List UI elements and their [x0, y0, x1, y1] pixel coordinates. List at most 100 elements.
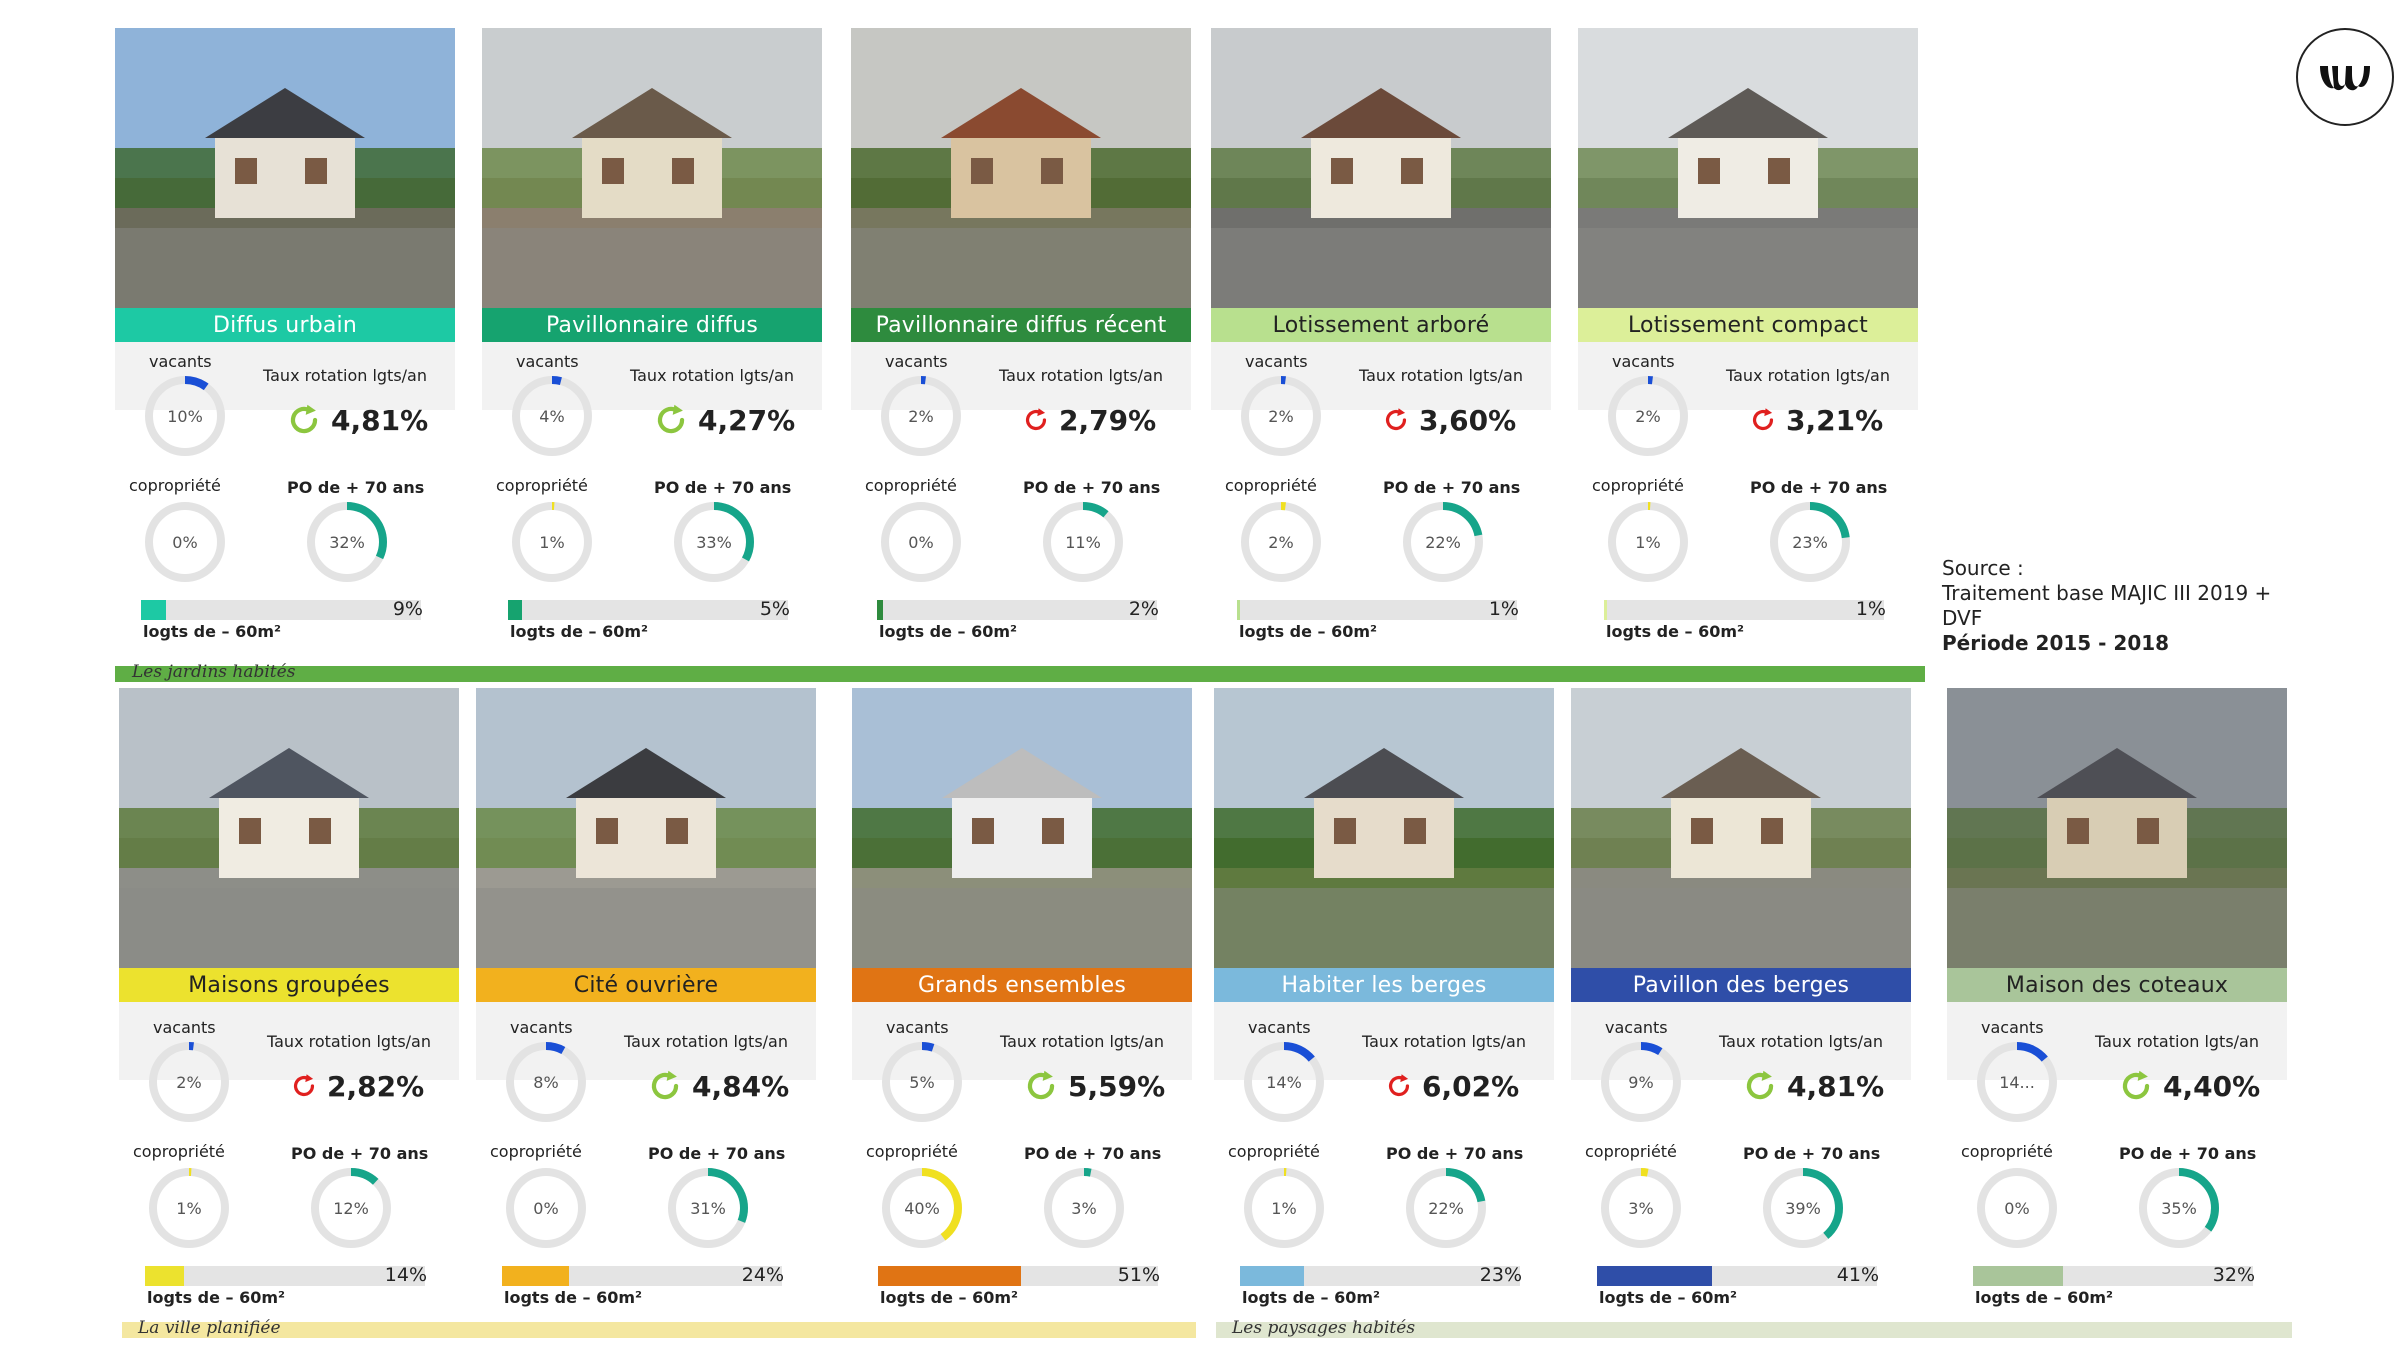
- card-title: Cité ouvrière: [476, 968, 816, 1002]
- street-photo: [119, 688, 459, 968]
- typology-card: Lotissement arboré vacants 2% Taux rotat…: [1211, 28, 1551, 641]
- po70-donut: 11%: [1041, 500, 1125, 584]
- vacants-label: vacants: [1605, 1018, 1668, 1037]
- red-rotation-icon: [1389, 1074, 1410, 1097]
- rotation-value: 3,21%: [1786, 403, 1884, 437]
- logts-bar-fill: [1604, 600, 1607, 620]
- rotation-label: Taux rotation lgts/an: [630, 366, 794, 385]
- copro-donut: 0%: [143, 500, 227, 584]
- vacants-donut: 2%: [1239, 374, 1323, 458]
- copro-value: 1%: [176, 1198, 202, 1218]
- logts-label: logts de – 60m²: [1242, 1288, 1381, 1307]
- rotation-label: Taux rotation lgts/an: [1362, 1032, 1526, 1051]
- logts-bar-track: [1597, 1266, 1877, 1286]
- vacants-value: 5%: [909, 1072, 935, 1092]
- po70-donut: 23%: [1768, 500, 1852, 584]
- street-photo: [1578, 28, 1918, 308]
- vacants-value: 9%: [1628, 1072, 1654, 1092]
- source-note: Source : Traitement base MAJIC III 2019 …: [1942, 556, 2322, 656]
- typology-card: Grands ensembles vacants 5% Taux rotatio…: [852, 688, 1192, 1307]
- rotation-label: Taux rotation lgts/an: [263, 366, 427, 385]
- copro-value: 1%: [1635, 532, 1661, 552]
- photo-container: [119, 688, 459, 968]
- po70-donut: 12%: [309, 1166, 393, 1250]
- logts-value: 1%: [1488, 598, 1519, 620]
- logts-value: 9%: [392, 598, 423, 620]
- vacants-label: vacants: [1245, 352, 1308, 371]
- po70-value: 22%: [1428, 1198, 1464, 1218]
- vacants-donut: 9%: [1599, 1040, 1683, 1124]
- po70-donut: 39%: [1761, 1166, 1845, 1250]
- po70-value: 11%: [1065, 532, 1101, 552]
- card-title: Pavillonnaire diffus: [482, 308, 822, 342]
- card-title: Maison des coteaux: [1947, 968, 2287, 1002]
- logts-value: 5%: [759, 598, 790, 620]
- copro-donut: 40%: [880, 1166, 964, 1250]
- card-title: Lotissement compact: [1578, 308, 1918, 342]
- po70-value: 32%: [329, 532, 365, 552]
- logts-value: 2%: [1128, 598, 1159, 620]
- photo-container: [482, 28, 822, 308]
- logts-label: logts de – 60m²: [510, 622, 649, 641]
- rotation-value: 6,02%: [1422, 1069, 1520, 1103]
- copro-label: copropriété: [133, 1142, 225, 1161]
- logts-value: 32%: [2212, 1264, 2255, 1286]
- street-photo: [482, 28, 822, 308]
- logts-label: logts de – 60m²: [143, 622, 282, 641]
- po70-donut: 3%: [1042, 1166, 1126, 1250]
- vacants-label: vacants: [516, 352, 579, 371]
- rotation-value-group: 4,27%: [654, 400, 795, 440]
- section-label-paysages: Les paysages habités: [1232, 1318, 1416, 1338]
- card-title: Lotissement arboré: [1211, 308, 1551, 342]
- vacants-value: 2%: [1635, 406, 1661, 426]
- po70-label: PO de + 70 ans: [648, 1144, 786, 1163]
- photo-container: [1947, 688, 2287, 968]
- po70-value: 22%: [1425, 532, 1461, 552]
- logts-value: 41%: [1836, 1264, 1879, 1286]
- po70-label: PO de + 70 ans: [1023, 478, 1161, 497]
- po70-label: PO de + 70 ans: [1024, 1144, 1162, 1163]
- photo-container: [115, 28, 455, 308]
- rotation-value-group: 5,59%: [1024, 1066, 1165, 1106]
- copro-donut: 1%: [1242, 1166, 1326, 1250]
- section-line-jardins: [115, 666, 1925, 682]
- green-rotation-icon: [1027, 1070, 1055, 1100]
- copro-donut: 1%: [1606, 500, 1690, 584]
- po70-value: 39%: [1785, 1198, 1821, 1218]
- street-photo: [476, 688, 816, 968]
- logts-label: logts de – 60m²: [147, 1288, 286, 1307]
- vacants-donut: 5%: [880, 1040, 964, 1124]
- logts-bar-track: [878, 1266, 1158, 1286]
- rotation-label: Taux rotation lgts/an: [1000, 1032, 1164, 1051]
- card-title: Pavillonnaire diffus récent: [851, 308, 1191, 342]
- vacants-donut: 8%: [504, 1040, 588, 1124]
- green-rotation-icon: [651, 1070, 679, 1100]
- po70-label: PO de + 70 ans: [1386, 1144, 1524, 1163]
- logts-value: 14%: [384, 1264, 427, 1286]
- copro-label: copropriété: [490, 1142, 582, 1161]
- vacants-label: vacants: [1248, 1018, 1311, 1037]
- photo-container: [476, 688, 816, 968]
- vacants-label: vacants: [510, 1018, 573, 1037]
- po70-value: 35%: [2161, 1198, 2197, 1218]
- card-title: Diffus urbain: [115, 308, 455, 342]
- po70-value: 33%: [696, 532, 732, 552]
- po70-label: PO de + 70 ans: [1743, 1144, 1881, 1163]
- rotation-label: Taux rotation lgts/an: [2095, 1032, 2259, 1051]
- copro-donut: 1%: [510, 500, 594, 584]
- vacants-label: vacants: [886, 1018, 949, 1037]
- logts-value: 24%: [741, 1264, 784, 1286]
- po70-value: 3%: [1071, 1198, 1097, 1218]
- logts-bar-fill: [1973, 1266, 2063, 1286]
- card-title: Pavillon des berges: [1571, 968, 1911, 1002]
- copro-donut: 0%: [1975, 1166, 2059, 1250]
- source-line-2: Traitement base MAJIC III 2019 +: [1942, 581, 2272, 605]
- logts-label: logts de – 60m²: [1599, 1288, 1738, 1307]
- logts-bar-track: [141, 600, 421, 620]
- vacants-donut: 14%: [1242, 1040, 1326, 1124]
- logts-bar-track: [145, 1266, 425, 1286]
- rotation-label: Taux rotation lgts/an: [267, 1032, 431, 1051]
- green-rotation-icon: [2122, 1070, 2150, 1100]
- vacants-donut: 2%: [1606, 374, 1690, 458]
- logts-value: 23%: [1479, 1264, 1522, 1286]
